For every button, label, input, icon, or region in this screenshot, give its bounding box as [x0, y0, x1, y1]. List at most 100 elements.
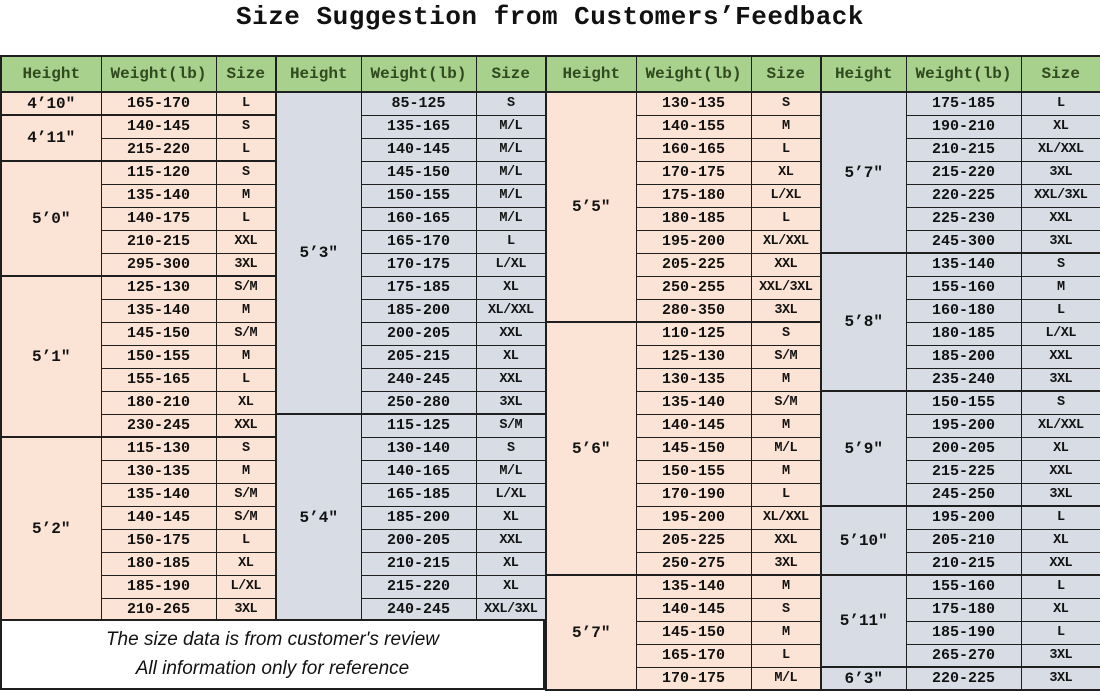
weight-cell: 220-225 [905, 666, 1022, 691]
weight-cell: 180-185 [905, 321, 1022, 346]
weight-cell: 135-140 [100, 298, 217, 323]
header-cell: Height [545, 55, 637, 93]
height-cell: 5’9″ [820, 390, 907, 507]
header-cell: Weight(lb) [100, 55, 217, 93]
size-cell: L [215, 367, 277, 392]
size-table-group-3: Height Weight(lb) Size 5’5″ 130-135 S 140-155 M… [545, 55, 822, 691]
weight-cell: 205-215 [360, 344, 477, 369]
weight-cell: 210-215 [100, 229, 217, 254]
size-cell: 3XL [215, 597, 277, 622]
height-cell: 6’3″ [820, 666, 907, 691]
size-cell: M [750, 459, 822, 484]
weight-cell: 205-225 [635, 252, 752, 277]
size-cell: L [215, 528, 277, 553]
size-cell: S/M [750, 344, 822, 369]
weight-cell: 140-145 [100, 505, 217, 530]
weight-cell: 85-125 [360, 91, 477, 116]
weight-cell: 130-135 [635, 367, 752, 392]
size-cell: S [1020, 252, 1100, 277]
weight-cell: 185-190 [100, 574, 217, 599]
height-cell: 5’8″ [820, 252, 907, 392]
weight-cell: 205-225 [635, 528, 752, 553]
size-cell: L [750, 137, 822, 162]
weight-cell: 170-175 [635, 160, 752, 185]
weight-cell: 130-140 [360, 436, 477, 461]
weight-cell: 185-200 [905, 344, 1022, 369]
size-table-group-2: Height Weight(lb) Size 5’3″ 85-125 S 135-165 M/… [275, 55, 547, 622]
weight-cell: 175-185 [905, 91, 1022, 116]
size-cell: XXL [1020, 344, 1100, 369]
height-cell: 4’10″ [0, 91, 102, 116]
size-cell: M [215, 459, 277, 484]
weight-cell: 155-160 [905, 275, 1022, 300]
weight-cell: 195-200 [905, 413, 1022, 438]
height-cell: 5’11″ [820, 574, 907, 668]
size-cell: XL/XXL [1020, 413, 1100, 438]
weight-cell: 250-280 [360, 390, 477, 415]
size-cell: 3XL [1020, 229, 1100, 254]
weight-cell: 150-155 [635, 459, 752, 484]
weight-cell: 215-220 [100, 137, 217, 162]
size-cell: XXL [475, 321, 547, 346]
weight-cell: 195-200 [635, 505, 752, 530]
size-cell: XL/XXL [750, 505, 822, 530]
reference-note-line1: The size data is from customer's review [105, 629, 440, 650]
height-cell: 5’6″ [545, 321, 637, 576]
size-cell: XL [475, 574, 547, 599]
size-cell: M/L [750, 436, 822, 461]
size-cell: XL [215, 551, 277, 576]
size-cell: L/XL [215, 574, 277, 599]
weight-cell: 185-190 [905, 620, 1022, 645]
height-cell: 5’5″ [545, 91, 637, 323]
weight-cell: 180-185 [100, 551, 217, 576]
size-cell: M [750, 114, 822, 139]
size-cell: L [1020, 620, 1100, 645]
weight-cell: 155-165 [100, 367, 217, 392]
weight-cell: 280-350 [635, 298, 752, 323]
size-cell: L [1020, 91, 1100, 116]
weight-cell: 130-135 [635, 91, 752, 116]
header-cell: Height [275, 55, 362, 93]
height-cell: 5’7″ [820, 91, 907, 254]
size-cell: XL [215, 390, 277, 415]
weight-cell: 170-175 [360, 252, 477, 277]
weight-cell: 205-210 [905, 528, 1022, 553]
weight-cell: 140-145 [635, 413, 752, 438]
size-cell: XL [1020, 597, 1100, 622]
weight-cell: 155-160 [905, 574, 1022, 599]
weight-cell: 245-250 [905, 482, 1022, 507]
size-cell: M [215, 344, 277, 369]
weight-cell: 150-155 [360, 183, 477, 208]
weight-cell: 245-300 [905, 229, 1022, 254]
weight-cell: 200-205 [905, 436, 1022, 461]
weight-cell: 190-210 [905, 114, 1022, 139]
size-cell: S [215, 160, 277, 185]
header-cell: Size [475, 55, 547, 93]
height-cell: 5’4″ [275, 413, 362, 622]
size-cell: XL [475, 551, 547, 576]
height-cell: 5’0″ [0, 160, 102, 277]
header-cell: Weight(lb) [905, 55, 1022, 93]
weight-cell: 150-175 [100, 528, 217, 553]
size-cell: L/XL [750, 183, 822, 208]
weight-cell: 215-225 [905, 459, 1022, 484]
size-cell: S/M [215, 505, 277, 530]
size-cell: S [475, 91, 547, 116]
size-cell: S [215, 114, 277, 139]
size-cell: XL [475, 505, 547, 530]
size-cell: S/M [475, 413, 547, 438]
size-cell: L [1020, 574, 1100, 599]
weight-cell: 200-205 [360, 321, 477, 346]
size-cell: XXL [750, 252, 822, 277]
size-cell: XXL/3XL [475, 597, 547, 622]
size-cell: L/XL [475, 252, 547, 277]
size-cell: M [750, 413, 822, 438]
weight-cell: 140-145 [635, 597, 752, 622]
weight-cell: 295-300 [100, 252, 217, 277]
size-cell: XXL [750, 528, 822, 553]
size-cell: M/L [475, 183, 547, 208]
size-cell: L/XL [475, 482, 547, 507]
size-cell: 3XL [1020, 666, 1100, 691]
weight-cell: 135-165 [360, 114, 477, 139]
size-cell: XXL [475, 528, 547, 553]
